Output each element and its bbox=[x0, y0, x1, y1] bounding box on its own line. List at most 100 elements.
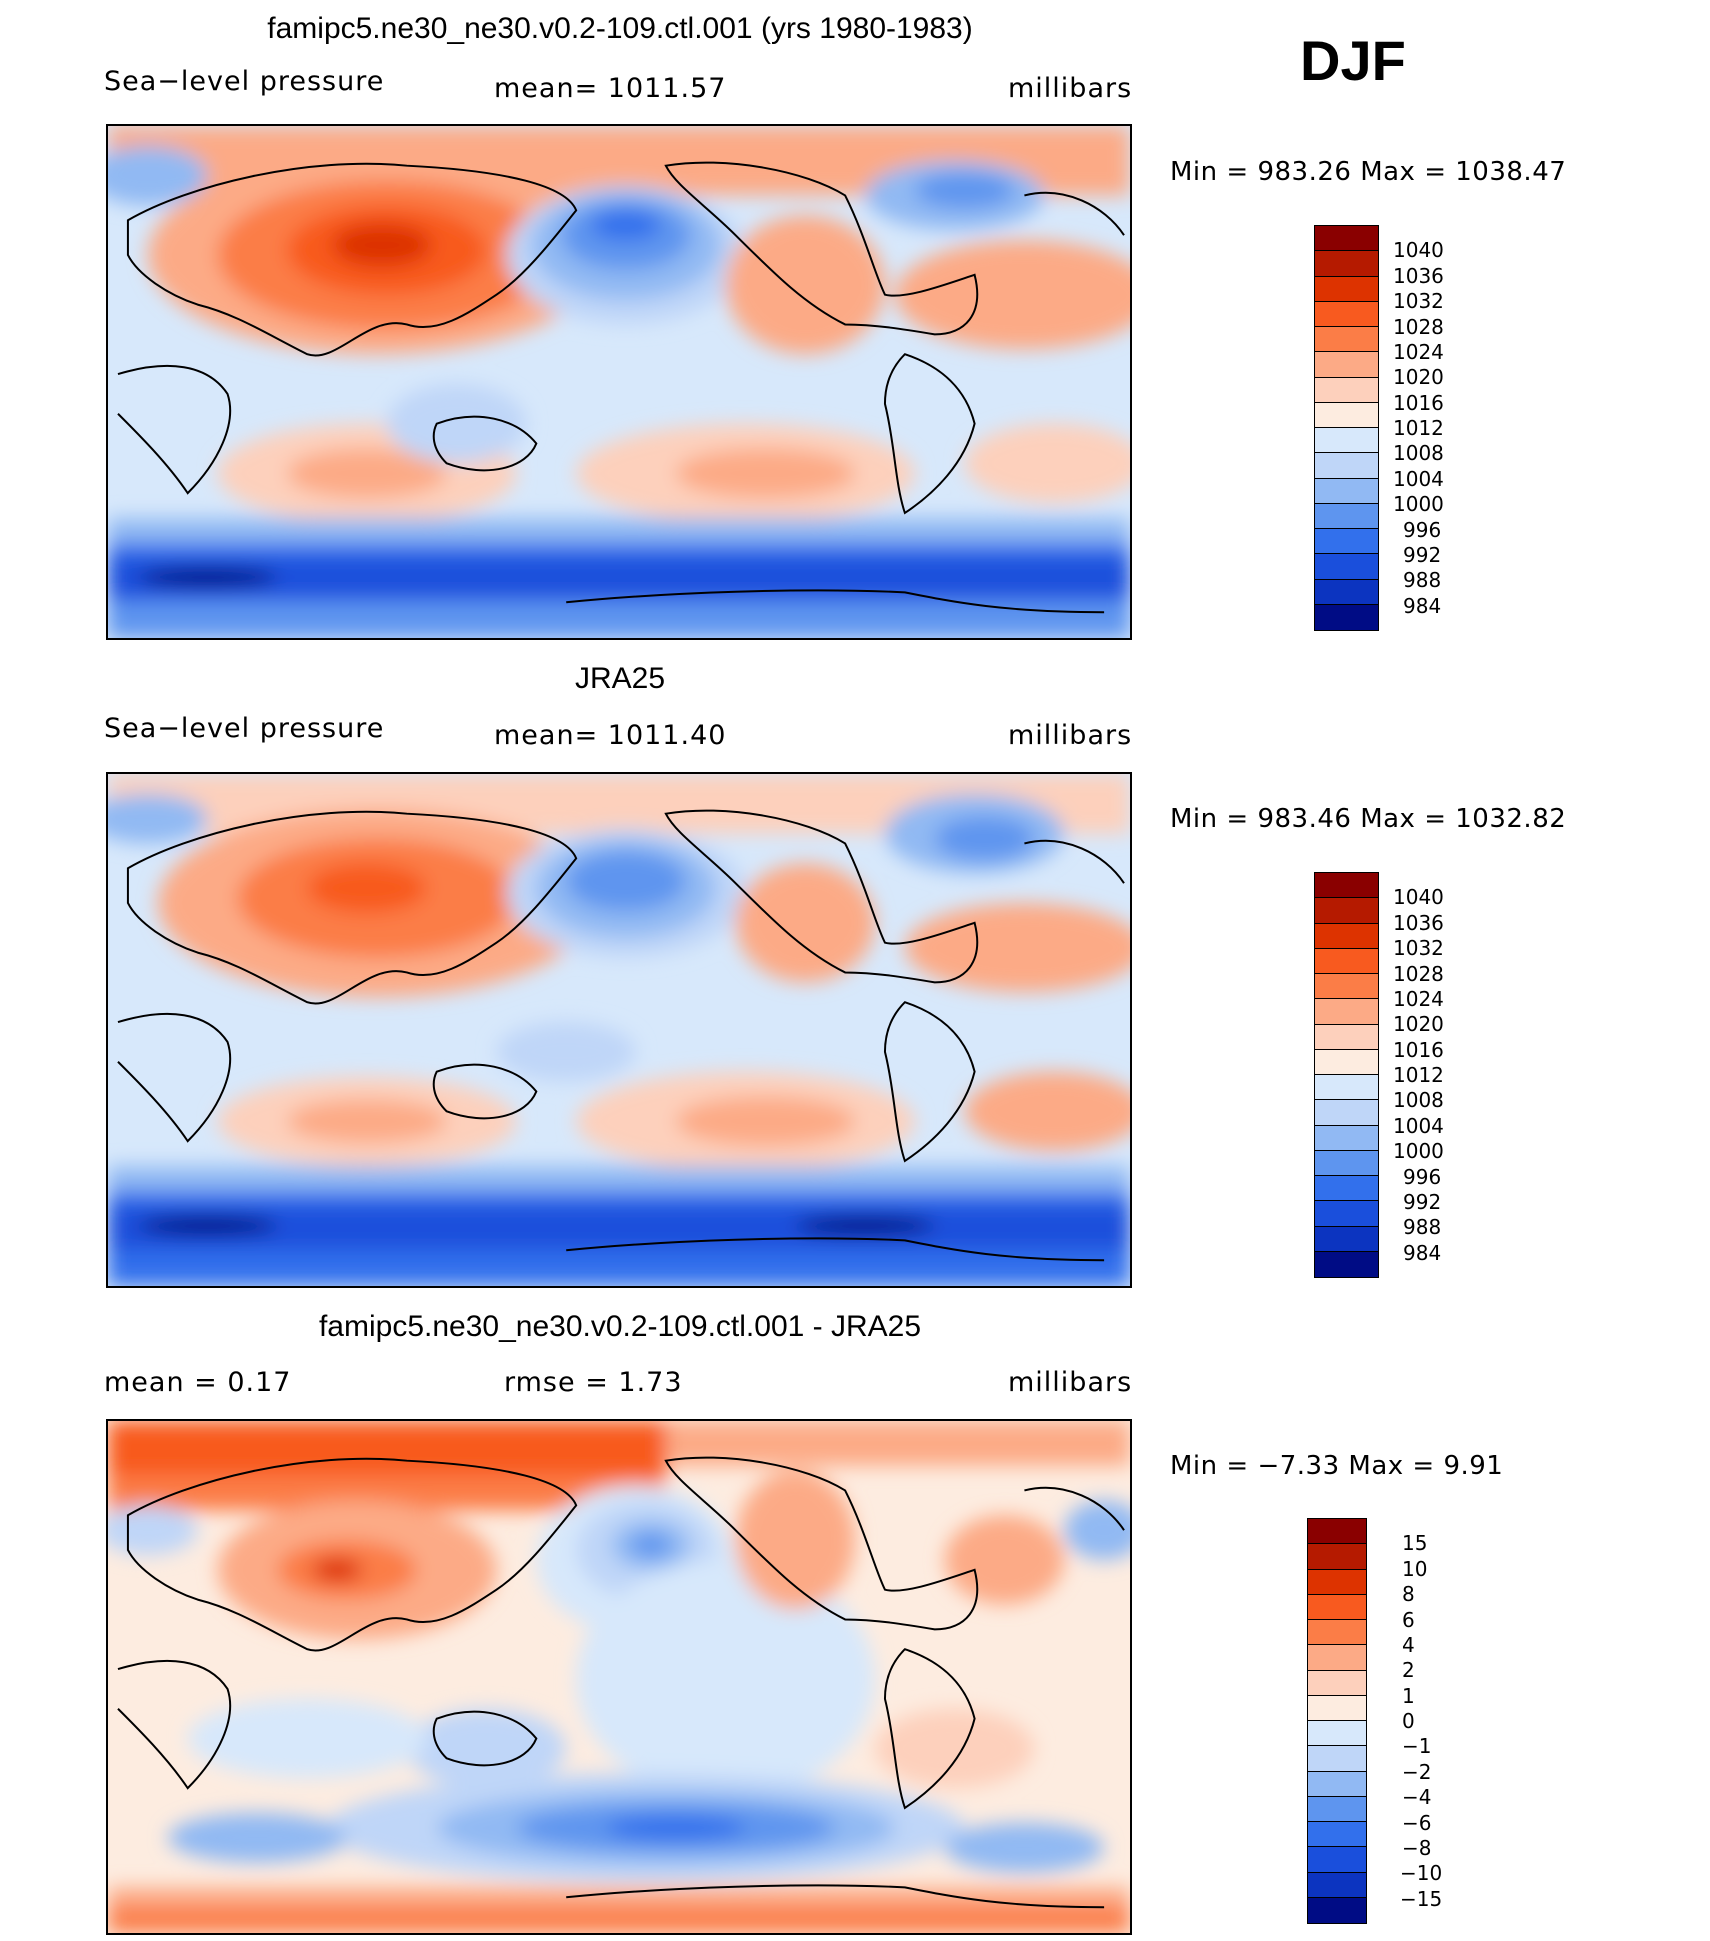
colorbar-tick-label: 1 bbox=[1402, 1683, 1415, 1708]
field-label: Sea−level pressure bbox=[104, 713, 385, 744]
colorbar-labels: 1040 1036 1032 1028 1024 1020 1016 1012 1008 1004… bbox=[1393, 872, 1493, 1278]
colorbar-swatch bbox=[1315, 503, 1378, 529]
colorbar-tick-label: 1024 bbox=[1393, 986, 1444, 1011]
minmax-readout: Min = 983.26 Max = 1038.47 bbox=[1170, 157, 1567, 187]
colorbar-swatch bbox=[1308, 1847, 1366, 1873]
colorbar-swatch bbox=[1315, 1049, 1378, 1075]
colorbar-tick-label: 1032 bbox=[1393, 936, 1444, 961]
colorbar-tick-label: 1028 bbox=[1393, 961, 1444, 986]
colorbar-tick-label: 4 bbox=[1402, 1632, 1415, 1657]
colorbar-tick-label: −1 bbox=[1402, 1734, 1432, 1759]
colorbar-swatch bbox=[1315, 1201, 1378, 1227]
colorbar-tick-label: 1012 bbox=[1393, 416, 1444, 440]
colorbar-tick-label: 992 bbox=[1403, 542, 1442, 567]
colorbar-tick-label: 988 bbox=[1403, 1215, 1442, 1240]
colorbar bbox=[1314, 872, 1379, 1278]
colorbar-tick-label: 1004 bbox=[1393, 1113, 1444, 1138]
colorbar-tick-label: 1040 bbox=[1393, 238, 1444, 263]
colorbar-swatch bbox=[1315, 1176, 1378, 1202]
colorbar-labels: 15 10 8 6 4 2 1 0 −1 −2 −4 −6 −8 −10 −15 bbox=[1390, 1518, 1490, 1924]
colorbar-tick-label: 984 bbox=[1403, 1240, 1442, 1265]
colorbar-tick-label: 1020 bbox=[1393, 1012, 1444, 1037]
colorbar-tick-label: 1004 bbox=[1393, 466, 1444, 491]
colorbar-swatch bbox=[1315, 251, 1378, 277]
colorbar-swatch bbox=[1315, 999, 1378, 1025]
difference-map bbox=[106, 1419, 1132, 1935]
colorbar-swatch bbox=[1308, 1695, 1366, 1721]
colorbar-tick-label: 1016 bbox=[1393, 390, 1444, 415]
colorbar-tick-label: −2 bbox=[1402, 1759, 1432, 1784]
panel-title: famipc5.ne30_ne30.v0.2-109.ctl.001 - JRA… bbox=[318, 1310, 922, 1343]
colorbar-tick-label: 1008 bbox=[1393, 441, 1444, 466]
colorbar-tick-label: 1020 bbox=[1393, 365, 1444, 390]
colorbar-tick-label: 10 bbox=[1402, 1556, 1428, 1581]
map-graphic bbox=[108, 774, 1130, 1286]
colorbar-swatch bbox=[1308, 1519, 1366, 1545]
units-label: millibars bbox=[1008, 1367, 1133, 1398]
colorbar-swatch bbox=[1315, 1100, 1378, 1126]
colorbar-swatch bbox=[1308, 1771, 1366, 1797]
field-label: Sea−level pressure bbox=[104, 66, 385, 97]
colorbar-tick-label: 1000 bbox=[1393, 492, 1444, 517]
colorbar-swatch bbox=[1308, 1645, 1366, 1671]
colorbar-swatch bbox=[1308, 1796, 1366, 1822]
colorbar-tick-label: 1040 bbox=[1393, 885, 1444, 910]
colorbar-swatch bbox=[1308, 1897, 1366, 1923]
colorbar-tick-label: 1012 bbox=[1393, 1063, 1444, 1087]
colorbar-swatch bbox=[1315, 377, 1378, 403]
colorbar-tick-label: 1016 bbox=[1393, 1037, 1444, 1062]
colorbar-swatch bbox=[1308, 1746, 1366, 1772]
colorbar bbox=[1307, 1518, 1367, 1924]
colorbar-swatch bbox=[1315, 428, 1378, 454]
colorbar-swatch bbox=[1315, 1024, 1378, 1050]
colorbar-tick-label: 988 bbox=[1403, 568, 1442, 593]
colorbar bbox=[1314, 225, 1379, 631]
colorbar-swatch bbox=[1315, 974, 1378, 1000]
colorbar-swatch bbox=[1315, 226, 1378, 252]
units-label: millibars bbox=[1008, 73, 1133, 104]
colorbar-tick-label: −8 bbox=[1402, 1835, 1432, 1860]
colorbar-swatch bbox=[1308, 1544, 1366, 1570]
colorbar-swatch bbox=[1315, 898, 1378, 924]
mean-label: mean = 0.17 bbox=[104, 1367, 292, 1398]
colorbar-tick-label: 1032 bbox=[1393, 289, 1444, 314]
colorbar-tick-label: −6 bbox=[1402, 1810, 1432, 1835]
season-label: DJF bbox=[1300, 29, 1406, 92]
colorbar-tick-label: 996 bbox=[1403, 1164, 1442, 1189]
colorbar-swatch bbox=[1308, 1822, 1366, 1848]
colorbar-swatch bbox=[1315, 1150, 1378, 1176]
panel-title: JRA25 bbox=[574, 662, 666, 695]
colorbar-swatch bbox=[1315, 276, 1378, 302]
slp-map bbox=[106, 124, 1132, 640]
colorbar-swatch bbox=[1315, 873, 1378, 899]
colorbar-tick-label: 1008 bbox=[1393, 1088, 1444, 1113]
colorbar-tick-label: 996 bbox=[1403, 517, 1442, 542]
colorbar-swatch bbox=[1315, 529, 1378, 555]
colorbar-tick-label: −4 bbox=[1402, 1785, 1432, 1810]
colorbar-tick-label: 1036 bbox=[1393, 263, 1444, 288]
colorbar-tick-label: −15 bbox=[1400, 1886, 1443, 1911]
slp-map bbox=[106, 772, 1132, 1288]
colorbar-tick-label: 992 bbox=[1403, 1189, 1442, 1214]
colorbar-swatch bbox=[1315, 1075, 1378, 1101]
colorbar-tick-label: −10 bbox=[1400, 1861, 1443, 1886]
colorbar-swatch bbox=[1315, 327, 1378, 353]
colorbar-swatch bbox=[1308, 1620, 1366, 1646]
minmax-readout: Min = 983.46 Max = 1032.82 bbox=[1170, 804, 1567, 834]
colorbar-tick-label: 984 bbox=[1403, 593, 1442, 618]
colorbar-swatch bbox=[1315, 1226, 1378, 1252]
colorbar-swatch bbox=[1315, 402, 1378, 428]
colorbar-swatch bbox=[1315, 1251, 1378, 1277]
colorbar-swatch bbox=[1315, 579, 1378, 605]
colorbar-swatch bbox=[1308, 1594, 1366, 1620]
colorbar-tick-label: 15 bbox=[1402, 1531, 1428, 1556]
mean-label: mean= 1011.40 bbox=[494, 720, 727, 751]
colorbar-tick-label: 0 bbox=[1402, 1709, 1415, 1733]
minmax-readout: Min = −7.33 Max = 9.91 bbox=[1170, 1451, 1504, 1481]
colorbar-tick-label: 6 bbox=[1402, 1607, 1415, 1632]
colorbar-swatch bbox=[1308, 1721, 1366, 1747]
colorbar-swatch bbox=[1315, 554, 1378, 580]
colorbar-swatch bbox=[1315, 1125, 1378, 1151]
colorbar-swatch bbox=[1315, 352, 1378, 378]
colorbar-tick-label: 1024 bbox=[1393, 339, 1444, 364]
